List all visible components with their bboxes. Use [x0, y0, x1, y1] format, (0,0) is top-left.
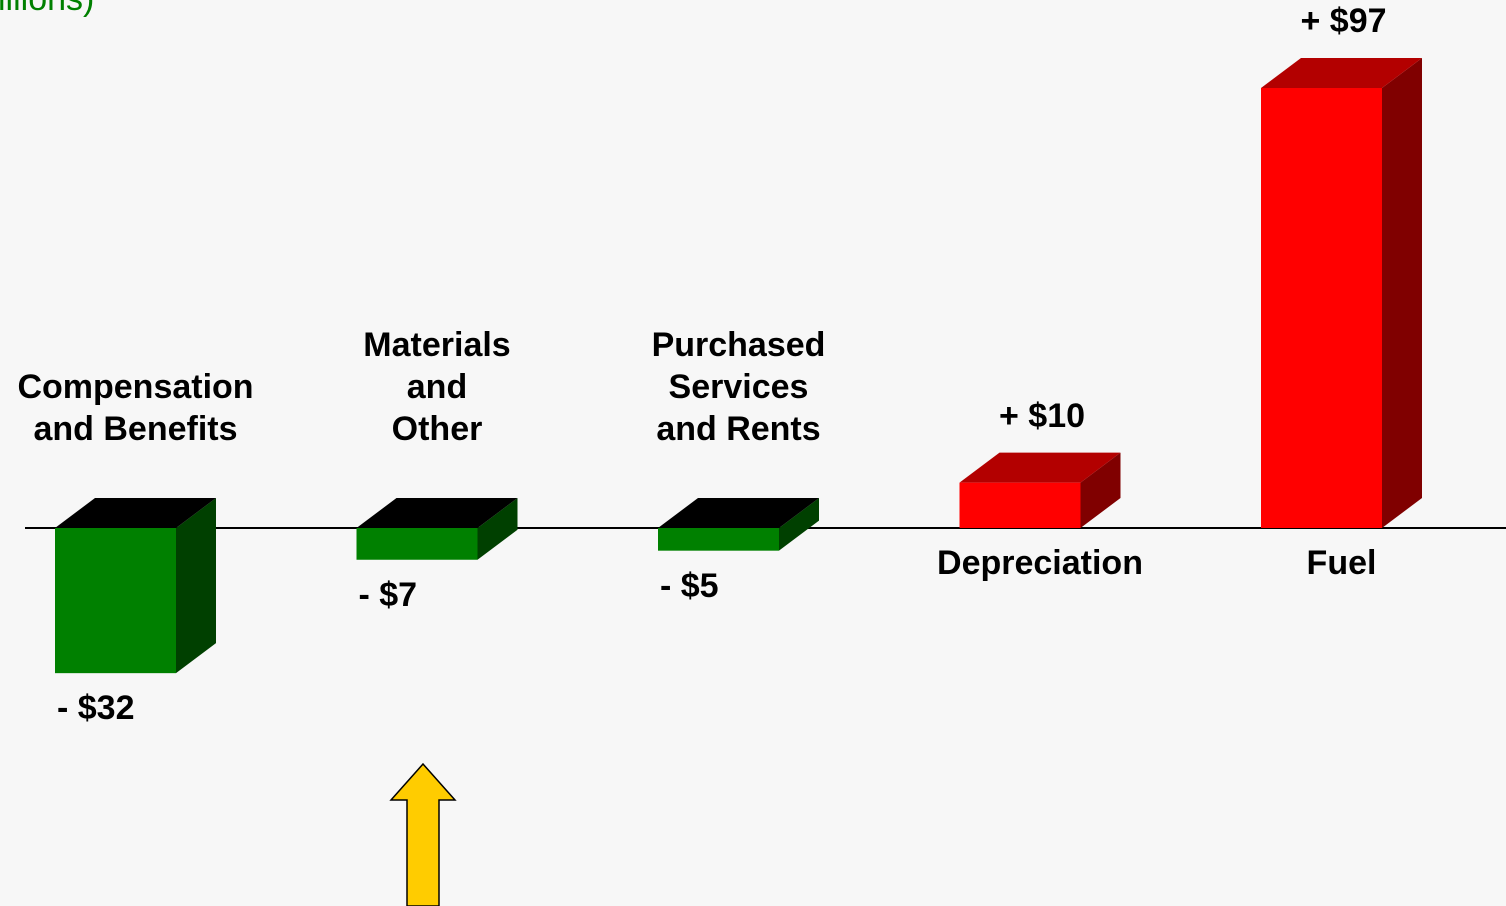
bar [55, 528, 176, 674]
bar-top [55, 498, 216, 528]
bar-side [176, 498, 216, 674]
bar-side [779, 498, 819, 551]
category-label: Purchased Services and Rents [651, 326, 826, 448]
bar-top [959, 452, 1121, 483]
value-label: + $10 [998, 396, 1086, 435]
bar-top [356, 498, 518, 528]
value-label: - $32 [57, 689, 135, 728]
bar-top [658, 498, 819, 528]
bar [356, 528, 478, 560]
arrow [389, 762, 457, 906]
value-label: - $7 [358, 575, 418, 614]
bar-side [477, 498, 518, 560]
category-label: Compensation and Benefits [17, 368, 254, 448]
bar-side [1080, 452, 1121, 528]
bar-side [1382, 58, 1422, 528]
chart-title: illions) [0, 0, 94, 19]
category-label: Materials and Other [363, 326, 511, 448]
value-label: - $5 [660, 566, 719, 605]
value-label: + $97 [1300, 2, 1387, 40]
category-label: Fuel [1306, 544, 1377, 582]
bar [658, 528, 779, 551]
bar-top [1261, 58, 1422, 88]
bar [1261, 88, 1382, 528]
bar [959, 482, 1081, 528]
category-label: Depreciation [937, 544, 1143, 582]
